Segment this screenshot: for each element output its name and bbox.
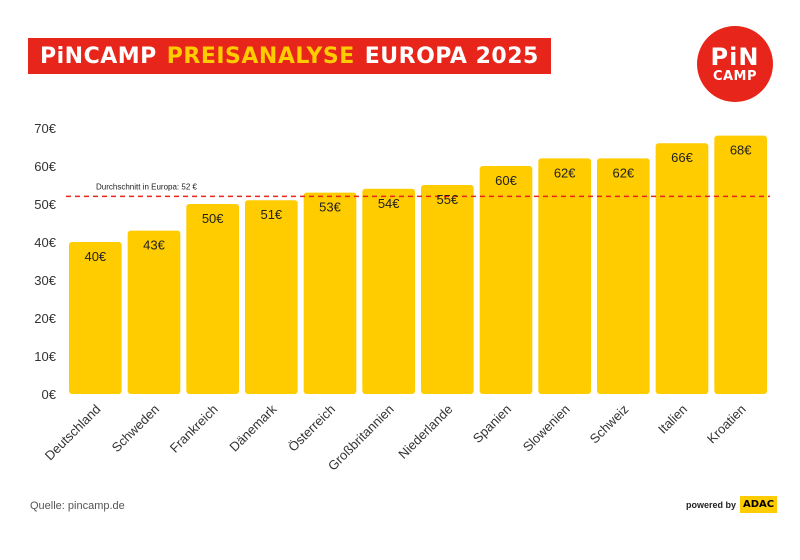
data-label: 55€	[436, 192, 458, 207]
data-label: 40€	[84, 249, 106, 264]
title-region-year: EUROPA 2025	[364, 43, 539, 69]
y-tick-label: 50€	[34, 197, 56, 212]
x-tick-label: Niederlande	[395, 402, 455, 462]
title-banner: PiNCAMP PREISANALYSE EUROPA 2025	[28, 38, 551, 74]
adac-logo: ADAC	[740, 496, 778, 513]
data-label: 54€	[378, 196, 400, 211]
data-label: 62€	[554, 165, 576, 180]
powered-by-badge: powered by ADAC	[686, 496, 778, 513]
data-label: 43€	[143, 238, 165, 253]
x-tick-label: Deutschland	[42, 402, 104, 464]
data-label: 66€	[671, 150, 693, 165]
average-label: Durchschnitt in Europa: 52 €	[96, 182, 197, 191]
logo-line1: PiN	[710, 42, 760, 71]
bar	[655, 143, 709, 394]
x-tick-label: Schweden	[109, 402, 163, 456]
x-tick-label: Italien	[655, 402, 690, 437]
data-label: 60€	[495, 173, 517, 188]
powered-by-label: powered by	[686, 499, 737, 510]
bar	[69, 242, 122, 394]
x-tick-label: Spanien	[470, 402, 514, 446]
data-label: 68€	[730, 143, 752, 158]
bar	[421, 185, 474, 394]
data-label: 53€	[319, 200, 341, 215]
bar	[597, 158, 650, 394]
source-note: Quelle: pincamp.de	[30, 500, 125, 512]
x-tick-label: Dänemark	[226, 401, 279, 454]
x-tick-label: Schweiz	[587, 402, 632, 447]
x-tick-label: Slowenien	[520, 402, 573, 455]
bar	[186, 204, 239, 394]
pincamp-logo: PiN CAMP	[697, 26, 773, 102]
title-highlight: PREISANALYSE	[166, 43, 355, 69]
y-tick-label: 60€	[34, 159, 56, 174]
title-brand: PiNCAMP	[40, 43, 157, 69]
bar	[362, 188, 415, 394]
data-label: 51€	[260, 207, 282, 222]
x-tick-label: Österreich	[285, 402, 338, 455]
y-tick-label: 70€	[34, 121, 56, 136]
bar	[479, 166, 533, 394]
x-tick-label: Kroatien	[704, 402, 749, 447]
y-tick-label: 10€	[34, 349, 56, 364]
logo-line2: CAMP	[712, 68, 758, 84]
bar	[303, 192, 357, 394]
y-tick-label: 0€	[42, 387, 57, 402]
y-tick-label: 40€	[34, 235, 56, 250]
y-tick-label: 20€	[34, 311, 56, 326]
bar	[714, 135, 767, 394]
data-label: 62€	[612, 165, 634, 180]
x-tick-label: Frankreich	[167, 402, 221, 456]
bar	[127, 230, 181, 394]
y-tick-label: 30€	[34, 273, 56, 288]
bar	[245, 200, 298, 394]
bar	[538, 158, 591, 394]
data-label: 50€	[202, 211, 224, 226]
